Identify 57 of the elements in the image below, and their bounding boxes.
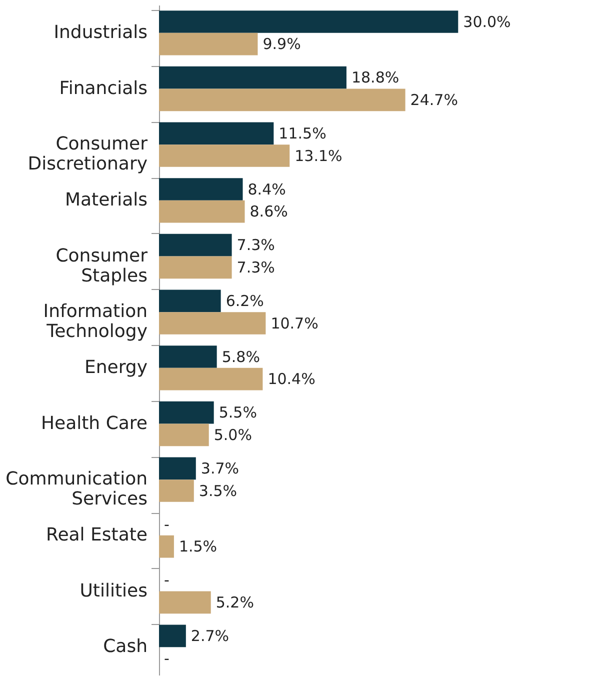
data-label: 3.5% — [198, 482, 238, 500]
y-tick-label: Real Estate — [46, 524, 148, 546]
data-label: 8.6% — [250, 202, 288, 221]
data-label: 6.2% — [226, 292, 264, 310]
data-label: 10.4% — [268, 370, 316, 388]
y-tick-label: Information Technology — [43, 301, 148, 342]
data-label: 5.0% — [214, 426, 252, 444]
y-tick-label: Materials — [64, 189, 148, 210]
bar — [159, 32, 258, 56]
bar — [159, 480, 194, 502]
y-tick-label: Consumer Discretionary — [28, 134, 148, 175]
text: - — [164, 515, 170, 534]
bar — [159, 178, 243, 200]
data-label: 11.5% — [278, 124, 326, 142]
bar — [159, 591, 211, 614]
y-tick-label: Energy — [84, 356, 148, 378]
bar — [159, 457, 196, 480]
y-tick-label: Utilities — [80, 580, 148, 602]
y-tick-label: Consumer Staples — [56, 245, 148, 286]
data-label: 8.4% — [248, 180, 286, 198]
data-label: 5.5% — [218, 404, 257, 422]
bar — [159, 401, 214, 424]
y-tick-label: Financials — [59, 78, 148, 99]
data-label: 1.5% — [178, 538, 218, 556]
y-tick-label: Communication Services — [6, 468, 148, 510]
data-label: 10.7% — [270, 314, 318, 332]
bar — [159, 66, 346, 89]
bar — [159, 368, 263, 390]
y-tick-label: Cash — [103, 636, 148, 658]
data-label: 2.7% — [190, 626, 230, 645]
data-label: 5.2% — [216, 593, 254, 612]
y-tick-label: Health Care — [40, 412, 148, 434]
bar — [159, 234, 232, 256]
bar — [159, 10, 458, 33]
data-label: 7.3% — [236, 258, 275, 276]
text: - — [164, 571, 170, 590]
bar — [159, 290, 221, 312]
bar — [159, 424, 209, 446]
bar — [159, 256, 232, 279]
data-label: 7.3% — [236, 236, 275, 254]
bar — [159, 535, 174, 558]
data-label: 3.7% — [200, 459, 240, 478]
data-label: 5.8% — [222, 348, 260, 366]
bar — [159, 624, 186, 648]
bar — [159, 346, 217, 368]
bar — [159, 122, 274, 145]
bar — [159, 312, 266, 334]
bar — [159, 88, 406, 112]
text: - — [164, 649, 170, 668]
data-label: 18.8% — [351, 68, 400, 87]
y-tick-label: Industrials — [54, 22, 148, 43]
data-label: 13.1% — [294, 146, 342, 165]
data-label: 24.7% — [410, 90, 458, 109]
bar — [159, 144, 290, 167]
data-label: 30.0% — [463, 12, 511, 31]
bar — [159, 200, 245, 223]
data-label: 9.9% — [262, 35, 301, 54]
